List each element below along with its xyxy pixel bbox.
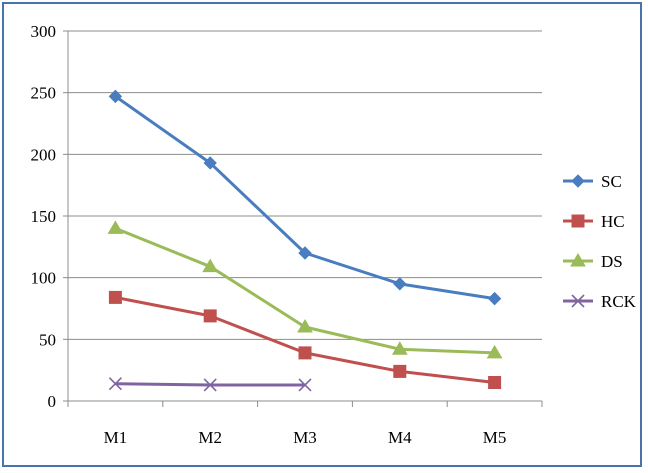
y-tick-label-0: 0 [48,392,57,411]
series-hc [108,290,502,389]
legend-label-rck: RCK [601,292,637,311]
y-tick-label-200: 200 [31,145,57,164]
point-hc-m1 [108,290,122,304]
point-rck-m2 [203,378,217,392]
point-rck-m2-stroke-b [203,378,217,392]
point-sc-m2 [203,156,217,170]
point-rck-m1-stroke-b [108,377,122,391]
legend: SC HC DS RCK [563,172,637,311]
point-hc-m4 [393,364,407,378]
point-sc-m5 [487,291,502,306]
series-ds [107,220,503,359]
legend-marker-sc [571,174,585,188]
legend-label-hc: HC [601,212,625,231]
x-tick-label-M4: M4 [388,428,412,447]
x-tick-label-M1: M1 [104,428,128,447]
point-sc-m3 [298,246,312,260]
series-line-hc [115,295,495,384]
point-hc-m5 [488,376,502,389]
point-hc-m3 [298,346,312,360]
point-sc-m1 [108,89,123,104]
legend-marker-hc [571,214,585,228]
point-hc-m2 [203,309,217,323]
point-ds-m3 [297,319,313,333]
legend-label-ds: DS [601,252,623,271]
point-rck-m3-stroke-b [298,378,312,392]
y-tick-label-50: 50 [39,330,56,349]
legend-label-sc: SC [601,172,622,191]
x-axis-ticks: M1 M2 M3 M4 M5 [67,401,543,447]
legend-item-rck: RCK [563,292,637,311]
legend-marker-rck [571,294,585,308]
legend-item-ds: DS [563,252,623,271]
legend-marker-ds [570,253,586,267]
point-ds-m4 [391,341,408,355]
chart-frame [2,2,642,467]
point-ds-m2 [202,258,219,273]
legend-item-sc: SC [563,172,622,191]
series-group [107,89,503,392]
legend-marker-rck-stroke-b [571,294,585,308]
series-line-sc [114,95,495,301]
x-tick-label-M3: M3 [293,428,317,447]
point-sc-m4 [393,277,407,291]
legend-item-hc: HC [563,212,625,231]
y-tick-label-250: 250 [31,84,57,103]
y-tick-label-100: 100 [31,269,57,288]
point-ds-m5 [486,344,503,359]
series-rck [108,377,312,392]
axes [67,31,542,402]
grid-lines [68,30,542,340]
x-tick-label-M2: M2 [198,428,222,447]
point-rck-m3 [298,378,312,392]
series-sc [108,89,502,306]
y-axis-ticks: 0 50 100 150 200 250 300 [31,22,68,411]
point-ds-m1 [107,220,124,234]
point-rck-m1 [108,377,122,391]
x-tick-label-M5: M5 [483,428,507,447]
y-tick-label-300: 300 [31,22,57,41]
y-tick-label-150: 150 [31,207,57,226]
